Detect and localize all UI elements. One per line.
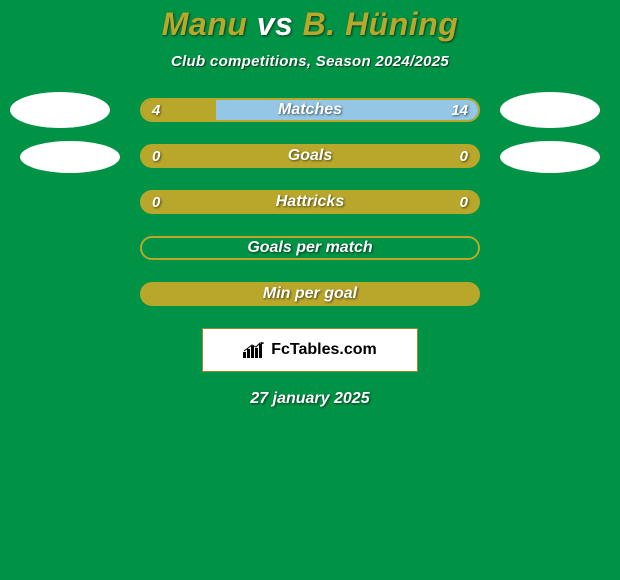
stat-rows: 4 Matches 14 0 Goals 0 0 Hattricks xyxy=(0,98,620,306)
stat-row: 0 Hattricks 0 xyxy=(0,190,620,214)
stat-bar: Min per goal xyxy=(140,282,480,306)
stat-value-b: 0 xyxy=(450,146,478,166)
logo-text: FcTables.com xyxy=(271,341,377,359)
stat-bar: 4 Matches 14 xyxy=(140,98,480,122)
stat-value-b xyxy=(458,238,478,258)
stat-label: Min per goal xyxy=(142,284,478,304)
comparison-card: Manu vs B. Hüning Club competitions, Sea… xyxy=(0,0,620,580)
stat-bar: 0 Goals 0 xyxy=(140,144,480,168)
logo-box: FcTables.com xyxy=(202,328,418,372)
vs-text: vs xyxy=(257,6,294,42)
stat-label: Goals per match xyxy=(142,238,478,258)
stat-bar: 0 Hattricks 0 xyxy=(140,190,480,214)
subtitle: Club competitions, Season 2024/2025 xyxy=(171,53,449,70)
page-title: Manu vs B. Hüning xyxy=(162,6,459,43)
stat-label: Goals xyxy=(142,146,478,166)
player-a-avatar xyxy=(10,92,110,128)
player-a-avatar xyxy=(20,141,120,173)
stat-row: Min per goal xyxy=(0,282,620,306)
stat-bar: Goals per match xyxy=(140,236,480,260)
chart-icon xyxy=(243,342,265,358)
date-text: 27 january 2025 xyxy=(250,390,369,408)
stat-row: 0 Goals 0 xyxy=(0,144,620,168)
stat-value-b xyxy=(458,284,478,304)
player-b-avatar xyxy=(500,92,600,128)
stat-row: Goals per match xyxy=(0,236,620,260)
stat-row: 4 Matches 14 xyxy=(0,98,620,122)
player-b-avatar xyxy=(500,141,600,173)
player-b-name: B. Hüning xyxy=(303,6,459,42)
stat-value-b: 14 xyxy=(441,100,478,120)
stat-label: Hattricks xyxy=(142,192,478,212)
player-a-name: Manu xyxy=(162,6,248,42)
stat-value-b: 0 xyxy=(450,192,478,212)
stat-label: Matches xyxy=(142,100,478,120)
